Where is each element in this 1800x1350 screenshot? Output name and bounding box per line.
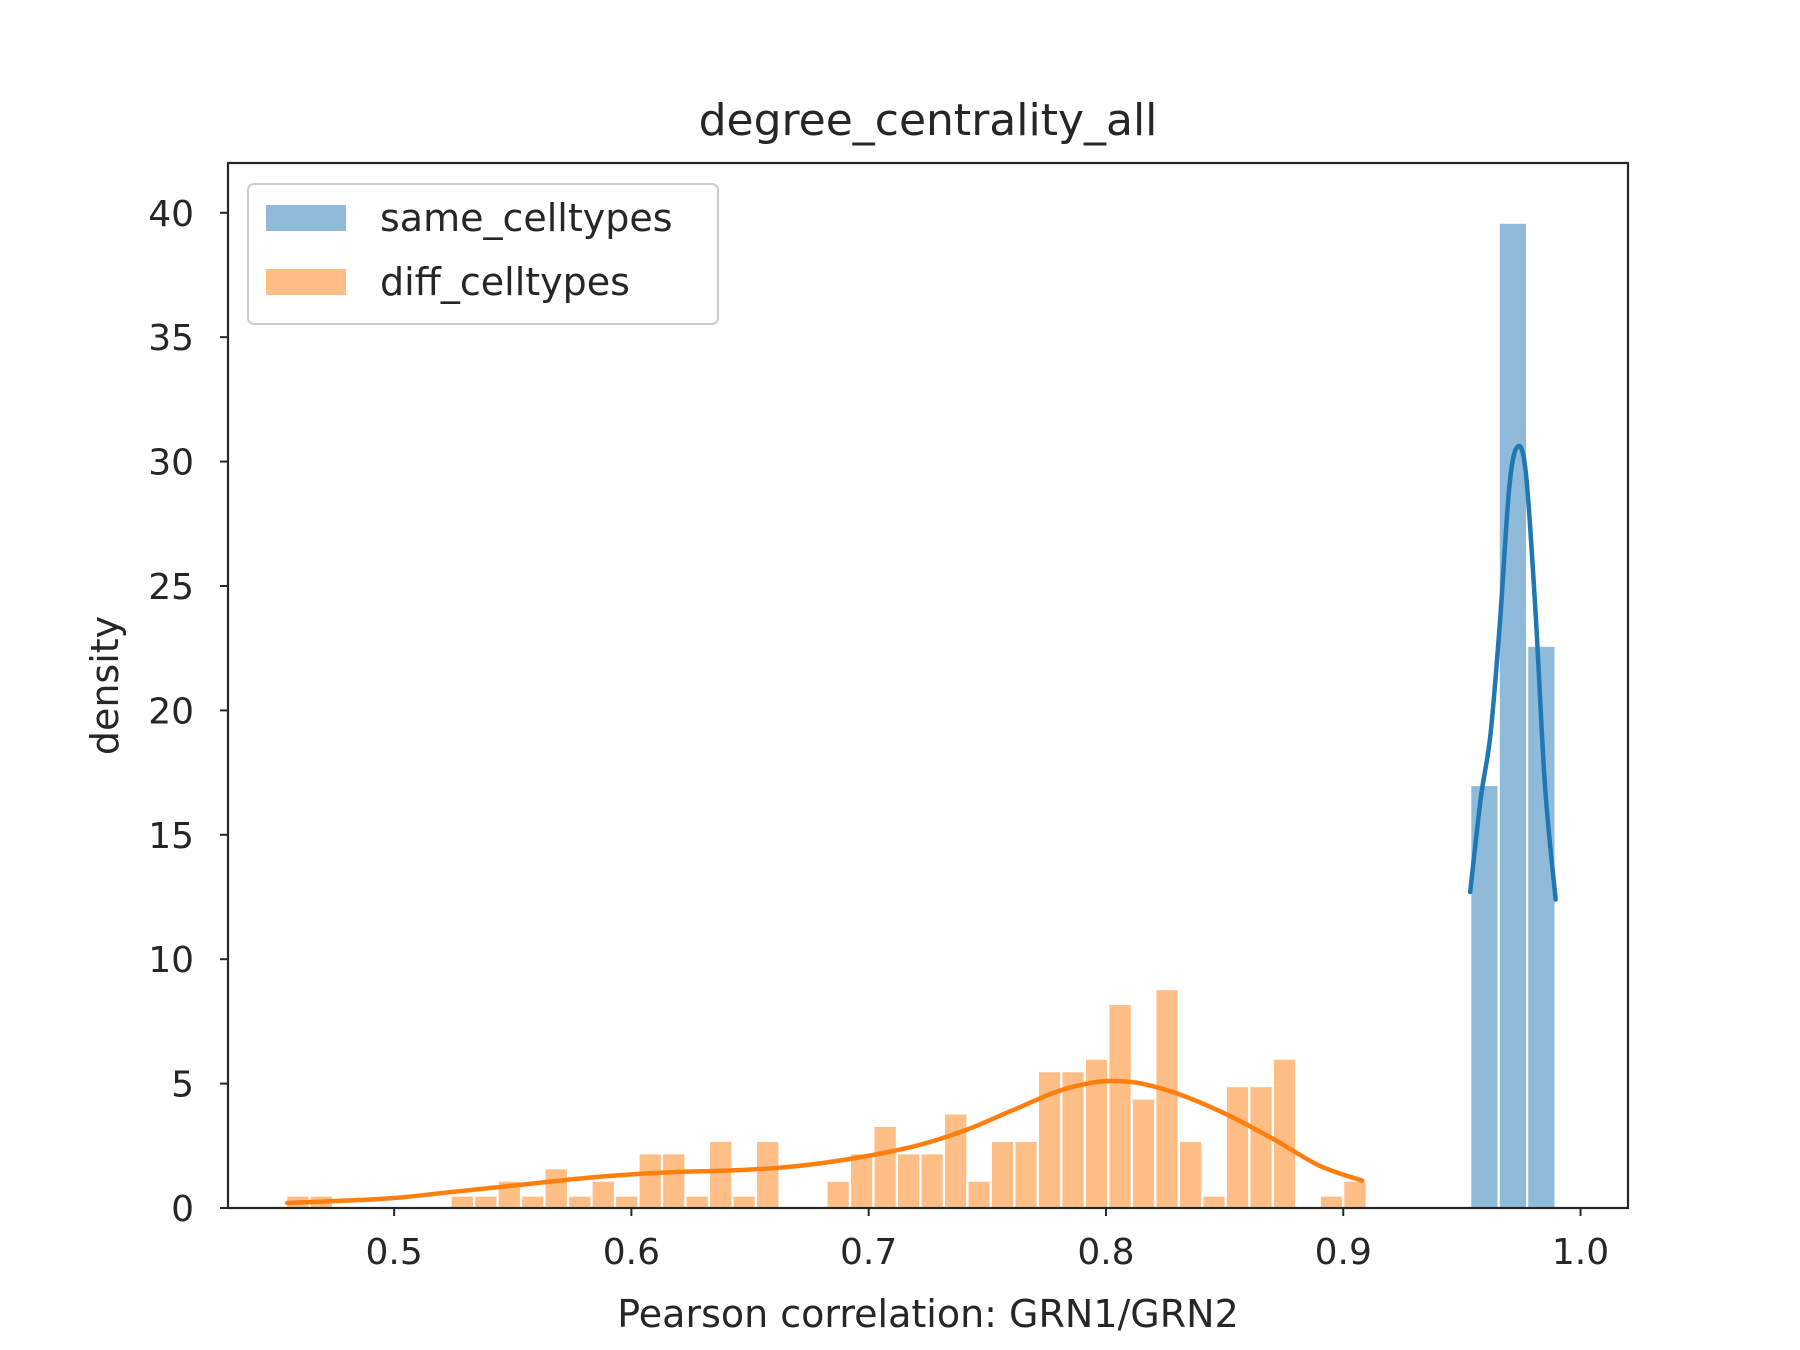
plot-frame: [226, 161, 1630, 1210]
bar-diff-celltypes-7: [566, 1194, 593, 1210]
kde-line-diff-celltypes: [285, 1078, 1365, 1206]
bar-diff-celltypes-29: [1130, 1097, 1157, 1210]
bar-diff-celltypes-36: [1318, 1194, 1345, 1210]
y-tick-label: 0: [171, 1189, 194, 1230]
x-tick-label: 0.5: [365, 1232, 422, 1273]
bar-diff-celltypes-18: [872, 1124, 899, 1210]
bar-diff-celltypes-3: [472, 1194, 499, 1210]
bar-diff-celltypes-10: [637, 1152, 664, 1210]
bar-diff-celltypes-37: [1342, 1179, 1368, 1210]
bar-diff-celltypes-16: [825, 1179, 852, 1210]
bar-diff-celltypes-35: [1271, 1057, 1298, 1210]
y-tick-label: 10: [148, 940, 194, 981]
bar-diff-celltypes-5: [519, 1194, 546, 1210]
bar-diff-celltypes-11: [660, 1152, 687, 1210]
y-tick-label: 35: [148, 318, 194, 359]
y-tick-label: 25: [148, 567, 194, 608]
chart-title: degree_centrality_all: [699, 95, 1158, 146]
bar-diff-celltypes-15: [754, 1139, 781, 1210]
y-tick-label: 15: [148, 816, 194, 857]
bar-diff-celltypes-28: [1107, 1002, 1133, 1210]
bar-diff-celltypes-2: [449, 1194, 476, 1210]
bar-diff-celltypes-14: [731, 1194, 758, 1210]
y-tick-label: 40: [148, 194, 194, 235]
bar-diff-celltypes-6: [543, 1167, 570, 1210]
bar-diff-celltypes-24: [1013, 1139, 1039, 1210]
bar-diff-celltypes-9: [613, 1194, 640, 1210]
y-axis-label: density: [83, 616, 127, 755]
x-tick-label: 1.0: [1552, 1232, 1609, 1273]
x-axis-label: Pearson correlation: GRN1/GRN2: [617, 1292, 1239, 1336]
bar-diff-celltypes-23: [989, 1139, 1016, 1210]
bars-layer: [285, 221, 1557, 1210]
legend-box: [247, 183, 719, 325]
y-tick-label: 20: [148, 691, 194, 732]
legend-swatch-same-celltypes: [266, 205, 346, 231]
bar-diff-celltypes-17: [848, 1152, 875, 1210]
legend: same_celltypes diff_celltypes: [247, 183, 719, 325]
bar-diff-celltypes-34: [1248, 1084, 1274, 1210]
bar-diff-celltypes-13: [707, 1139, 734, 1210]
bar-diff-celltypes-12: [684, 1194, 711, 1210]
bar-diff-celltypes-8: [590, 1179, 617, 1210]
bar-diff-celltypes-22: [966, 1179, 992, 1210]
bar-diff-celltypes-21: [942, 1112, 969, 1210]
legend-swatch-diff-celltypes: [266, 269, 346, 295]
bar-diff-celltypes-31: [1177, 1139, 1204, 1210]
kde-line-same-celltypes: [1467, 443, 1558, 902]
y-tick-label: 5: [171, 1065, 194, 1106]
bar-diff-celltypes-33: [1224, 1084, 1251, 1210]
bar-diff-celltypes-32: [1201, 1194, 1227, 1210]
bar-diff-celltypes-20: [919, 1152, 945, 1210]
legend-label-diff-celltypes: diff_celltypes: [380, 260, 630, 304]
x-tick-label: 0.6: [603, 1232, 660, 1273]
kde-layer: [285, 443, 1558, 1206]
bar-diff-celltypes-26: [1060, 1070, 1086, 1210]
x-tick-label: 0.7: [840, 1232, 897, 1273]
bar-same-celltypes-1: [1497, 221, 1529, 1210]
bar-diff-celltypes-30: [1154, 987, 1180, 1210]
y-axis-ticks: 0 5 10 15 20 25 30 35 40: [148, 194, 228, 1230]
x-axis-ticks: 0.5 0.6 0.7 0.8 0.9 1.0: [365, 1208, 1609, 1273]
legend-label-same-celltypes: same_celltypes: [380, 196, 673, 240]
bar-diff-celltypes-19: [895, 1152, 922, 1210]
y-tick-label: 30: [148, 443, 194, 484]
x-tick-label: 0.9: [1315, 1232, 1372, 1273]
x-tick-label: 0.8: [1077, 1232, 1134, 1273]
